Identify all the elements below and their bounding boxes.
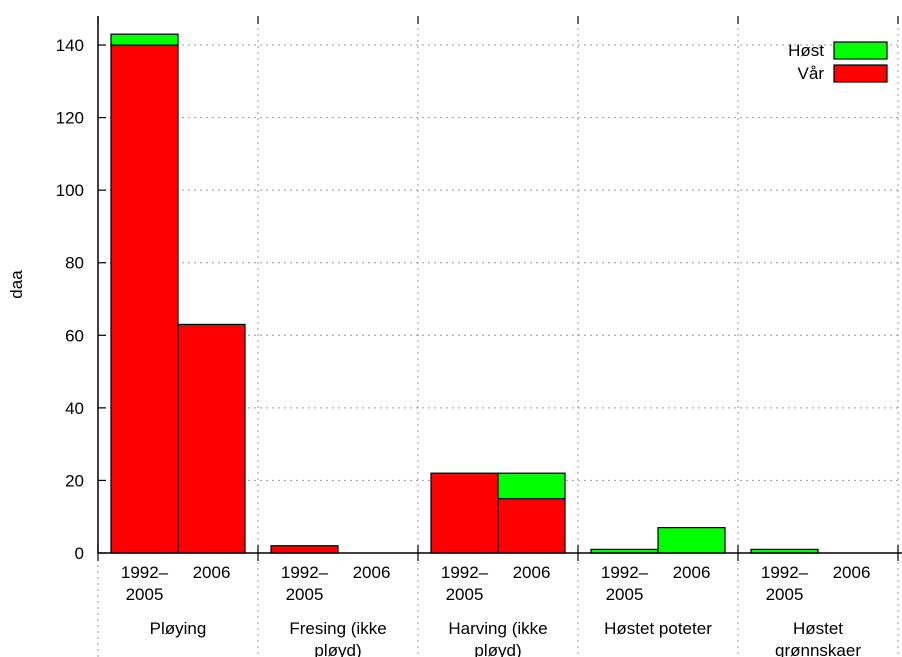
y-tick-label: 140 [56,36,84,55]
x-group-label: pløyd) [474,641,521,657]
bar-segment-vaar [430,472,499,554]
x-period-label: 1992– [601,563,649,582]
bar-segment-vaar [270,545,339,554]
x-period-label: 2006 [353,563,391,582]
y-tick-label: 60 [65,326,84,345]
x-group-label: Pløying [150,619,207,638]
x-period-label: 2005 [446,585,484,604]
x-period-label: 2006 [833,563,871,582]
x-period-label: 2005 [766,585,804,604]
y-tick-label: 120 [56,109,84,128]
x-group-label: Harving (ikke [448,619,547,638]
x-period-label: 1992– [281,563,329,582]
legend-swatch-host [833,41,888,60]
x-period-label: 2006 [673,563,711,582]
x-period-label: 2005 [126,585,164,604]
y-tick-label: 0 [75,544,84,563]
y-tick-label: 40 [65,399,84,418]
bar-segment-vaar [497,497,566,554]
legend-label: Høst [788,41,824,60]
legend-label: Vår [798,64,825,83]
y-tick-label: 20 [65,471,84,490]
x-period-label: 2005 [606,585,644,604]
x-group-label: Høstet poteter [604,619,712,638]
x-group-label: Fresing (ikke [289,619,386,638]
bar-segment-host [110,33,179,46]
y-tick-label: 80 [65,254,84,273]
x-period-label: 1992– [441,563,489,582]
x-period-label: 1992– [761,563,809,582]
x-group-label: Høstet [793,619,843,638]
bar-segment-vaar [110,44,179,554]
legend-swatch-vaar [833,64,888,83]
x-period-label: 2006 [193,563,231,582]
bar-segment-host [497,472,566,500]
x-group-label: pløyd) [314,641,361,657]
x-period-label: 1992– [121,563,169,582]
x-period-label: 2006 [513,563,551,582]
y-tick-label: 100 [56,181,84,200]
bar-segment-host [657,527,726,554]
x-group-label: grønnskaer [775,641,861,657]
y-axis-label: daa [7,270,26,299]
x-period-label: 2005 [286,585,324,604]
bar-segment-vaar [177,323,246,554]
